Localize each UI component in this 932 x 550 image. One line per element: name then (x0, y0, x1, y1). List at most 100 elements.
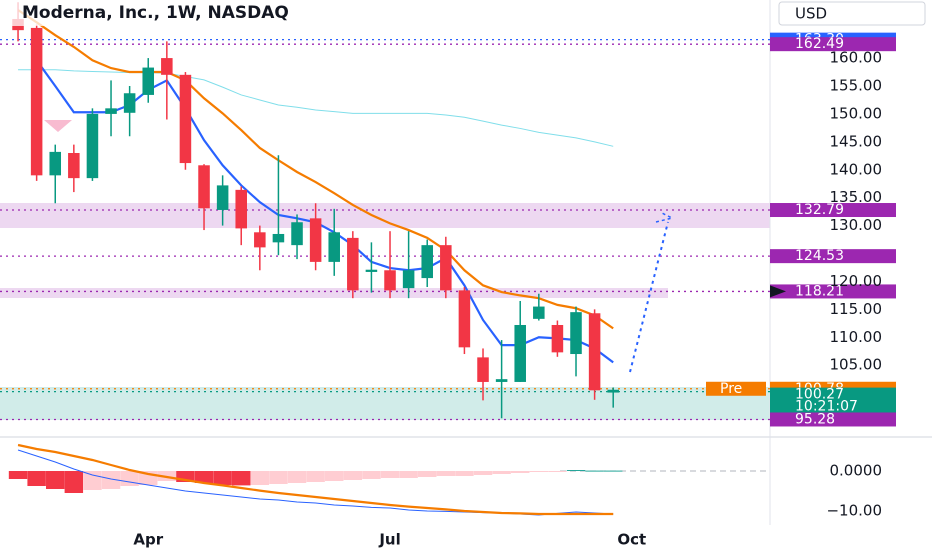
candle-body (86, 113, 99, 179)
candle-body (179, 74, 192, 164)
countdown: 10:21:07 (795, 399, 858, 415)
histogram-bar (529, 471, 549, 472)
histogram-bar (473, 471, 493, 475)
histogram-bar (548, 471, 567, 472)
currency[interactable]: USD (795, 5, 827, 23)
y-tick-label: 140.00 (830, 160, 883, 178)
histogram-bar (399, 471, 418, 478)
arrow (629, 221, 669, 373)
y-tick-label: 105.00 (830, 356, 883, 374)
histogram-bar (27, 471, 46, 486)
candle-body (105, 108, 117, 114)
zone (0, 203, 770, 228)
y-tick-label: 130.00 (830, 216, 883, 234)
candle-body (30, 27, 43, 176)
histogram-bar (287, 471, 307, 483)
tag-box (706, 381, 766, 396)
chart-title: Moderna, Inc., 1W, NASDAQ (22, 3, 289, 23)
y-tick-label: 160.00 (830, 49, 883, 67)
y2-tick-label: 0.0000 (830, 462, 883, 480)
marker (44, 120, 72, 132)
candle-body (440, 245, 452, 291)
histogram-bar (585, 470, 604, 472)
candle-body (235, 189, 247, 229)
level-box (770, 387, 896, 414)
levels (0, 38, 770, 421)
candle-body (216, 185, 229, 210)
candle-body (477, 357, 489, 382)
candle-body (533, 306, 545, 319)
level-label: 162.49 (795, 36, 844, 52)
candle-body (402, 270, 415, 289)
histogram-bar (250, 471, 270, 485)
histogram-bar (603, 470, 623, 472)
plot (12, 2, 619, 419)
level-box (770, 284, 896, 299)
candle-body (421, 245, 433, 279)
candle-body (142, 67, 154, 95)
level-label: 95.28 (795, 411, 835, 427)
histogram-bar (83, 471, 102, 490)
candle-body (365, 269, 378, 272)
candle-body (514, 324, 526, 382)
line-series (17, 443, 614, 516)
candle-body (272, 233, 285, 243)
histogram-bar (213, 471, 232, 485)
y-tick-label: 155.00 (830, 76, 883, 94)
y-tick-label: 135.00 (830, 188, 883, 206)
candle-body (309, 218, 322, 262)
candle-body (551, 324, 564, 353)
level-box (770, 412, 896, 427)
candle-body (607, 389, 619, 393)
level-label: 132.79 (795, 202, 844, 218)
level-box (770, 249, 896, 264)
y2-tick-label: −10.00 (826, 502, 882, 520)
histogram-bar (232, 471, 251, 486)
candle-body (291, 222, 303, 246)
histogram-bar (306, 471, 325, 482)
level-labels: 163.30162.49132.79124.53118.21100.78Pre1… (706, 32, 896, 427)
zone (0, 387, 770, 420)
candle-body (570, 312, 582, 355)
histogram-bar (343, 471, 363, 480)
histogram-bar (324, 471, 344, 481)
histogram-bar (362, 471, 381, 479)
indicator (8, 443, 770, 516)
histogram-bar (269, 471, 288, 484)
y-tick-label: 110.00 (830, 328, 883, 346)
histogram-bar (194, 471, 214, 483)
currency-box[interactable] (778, 1, 926, 26)
x-tick-label: Apr (133, 531, 163, 549)
candle-body (254, 232, 266, 248)
candle-body (588, 313, 601, 391)
x-tick-label: Oct (617, 531, 646, 549)
candle-body (384, 270, 396, 291)
line-series (18, 69, 614, 147)
candle-body (161, 58, 173, 75)
candle-body (123, 93, 136, 113)
level-label: 124.53 (795, 248, 844, 264)
histogram-bar (46, 471, 65, 489)
level-box (770, 37, 896, 52)
title-backdrop (0, 0, 400, 26)
histogram-bar (492, 471, 511, 474)
candle-body (198, 165, 210, 209)
histogram-bar (455, 471, 474, 476)
candle-body (347, 237, 359, 291)
histogram-bar (64, 471, 84, 493)
candle-body (328, 232, 340, 262)
candle-body (68, 153, 80, 179)
histogram-bar (417, 471, 437, 477)
histogram-bar (176, 471, 195, 482)
candle-body (49, 151, 62, 176)
y-tick-label: 145.00 (830, 132, 883, 150)
candle-body (458, 290, 471, 348)
zone (0, 288, 668, 298)
histogram-bar (566, 470, 586, 471)
histogram-bar (8, 471, 28, 479)
x-tick-label: Jul (378, 531, 400, 549)
histogram-bar (436, 471, 456, 476)
level-pointer (770, 285, 786, 298)
level-box (770, 203, 896, 218)
